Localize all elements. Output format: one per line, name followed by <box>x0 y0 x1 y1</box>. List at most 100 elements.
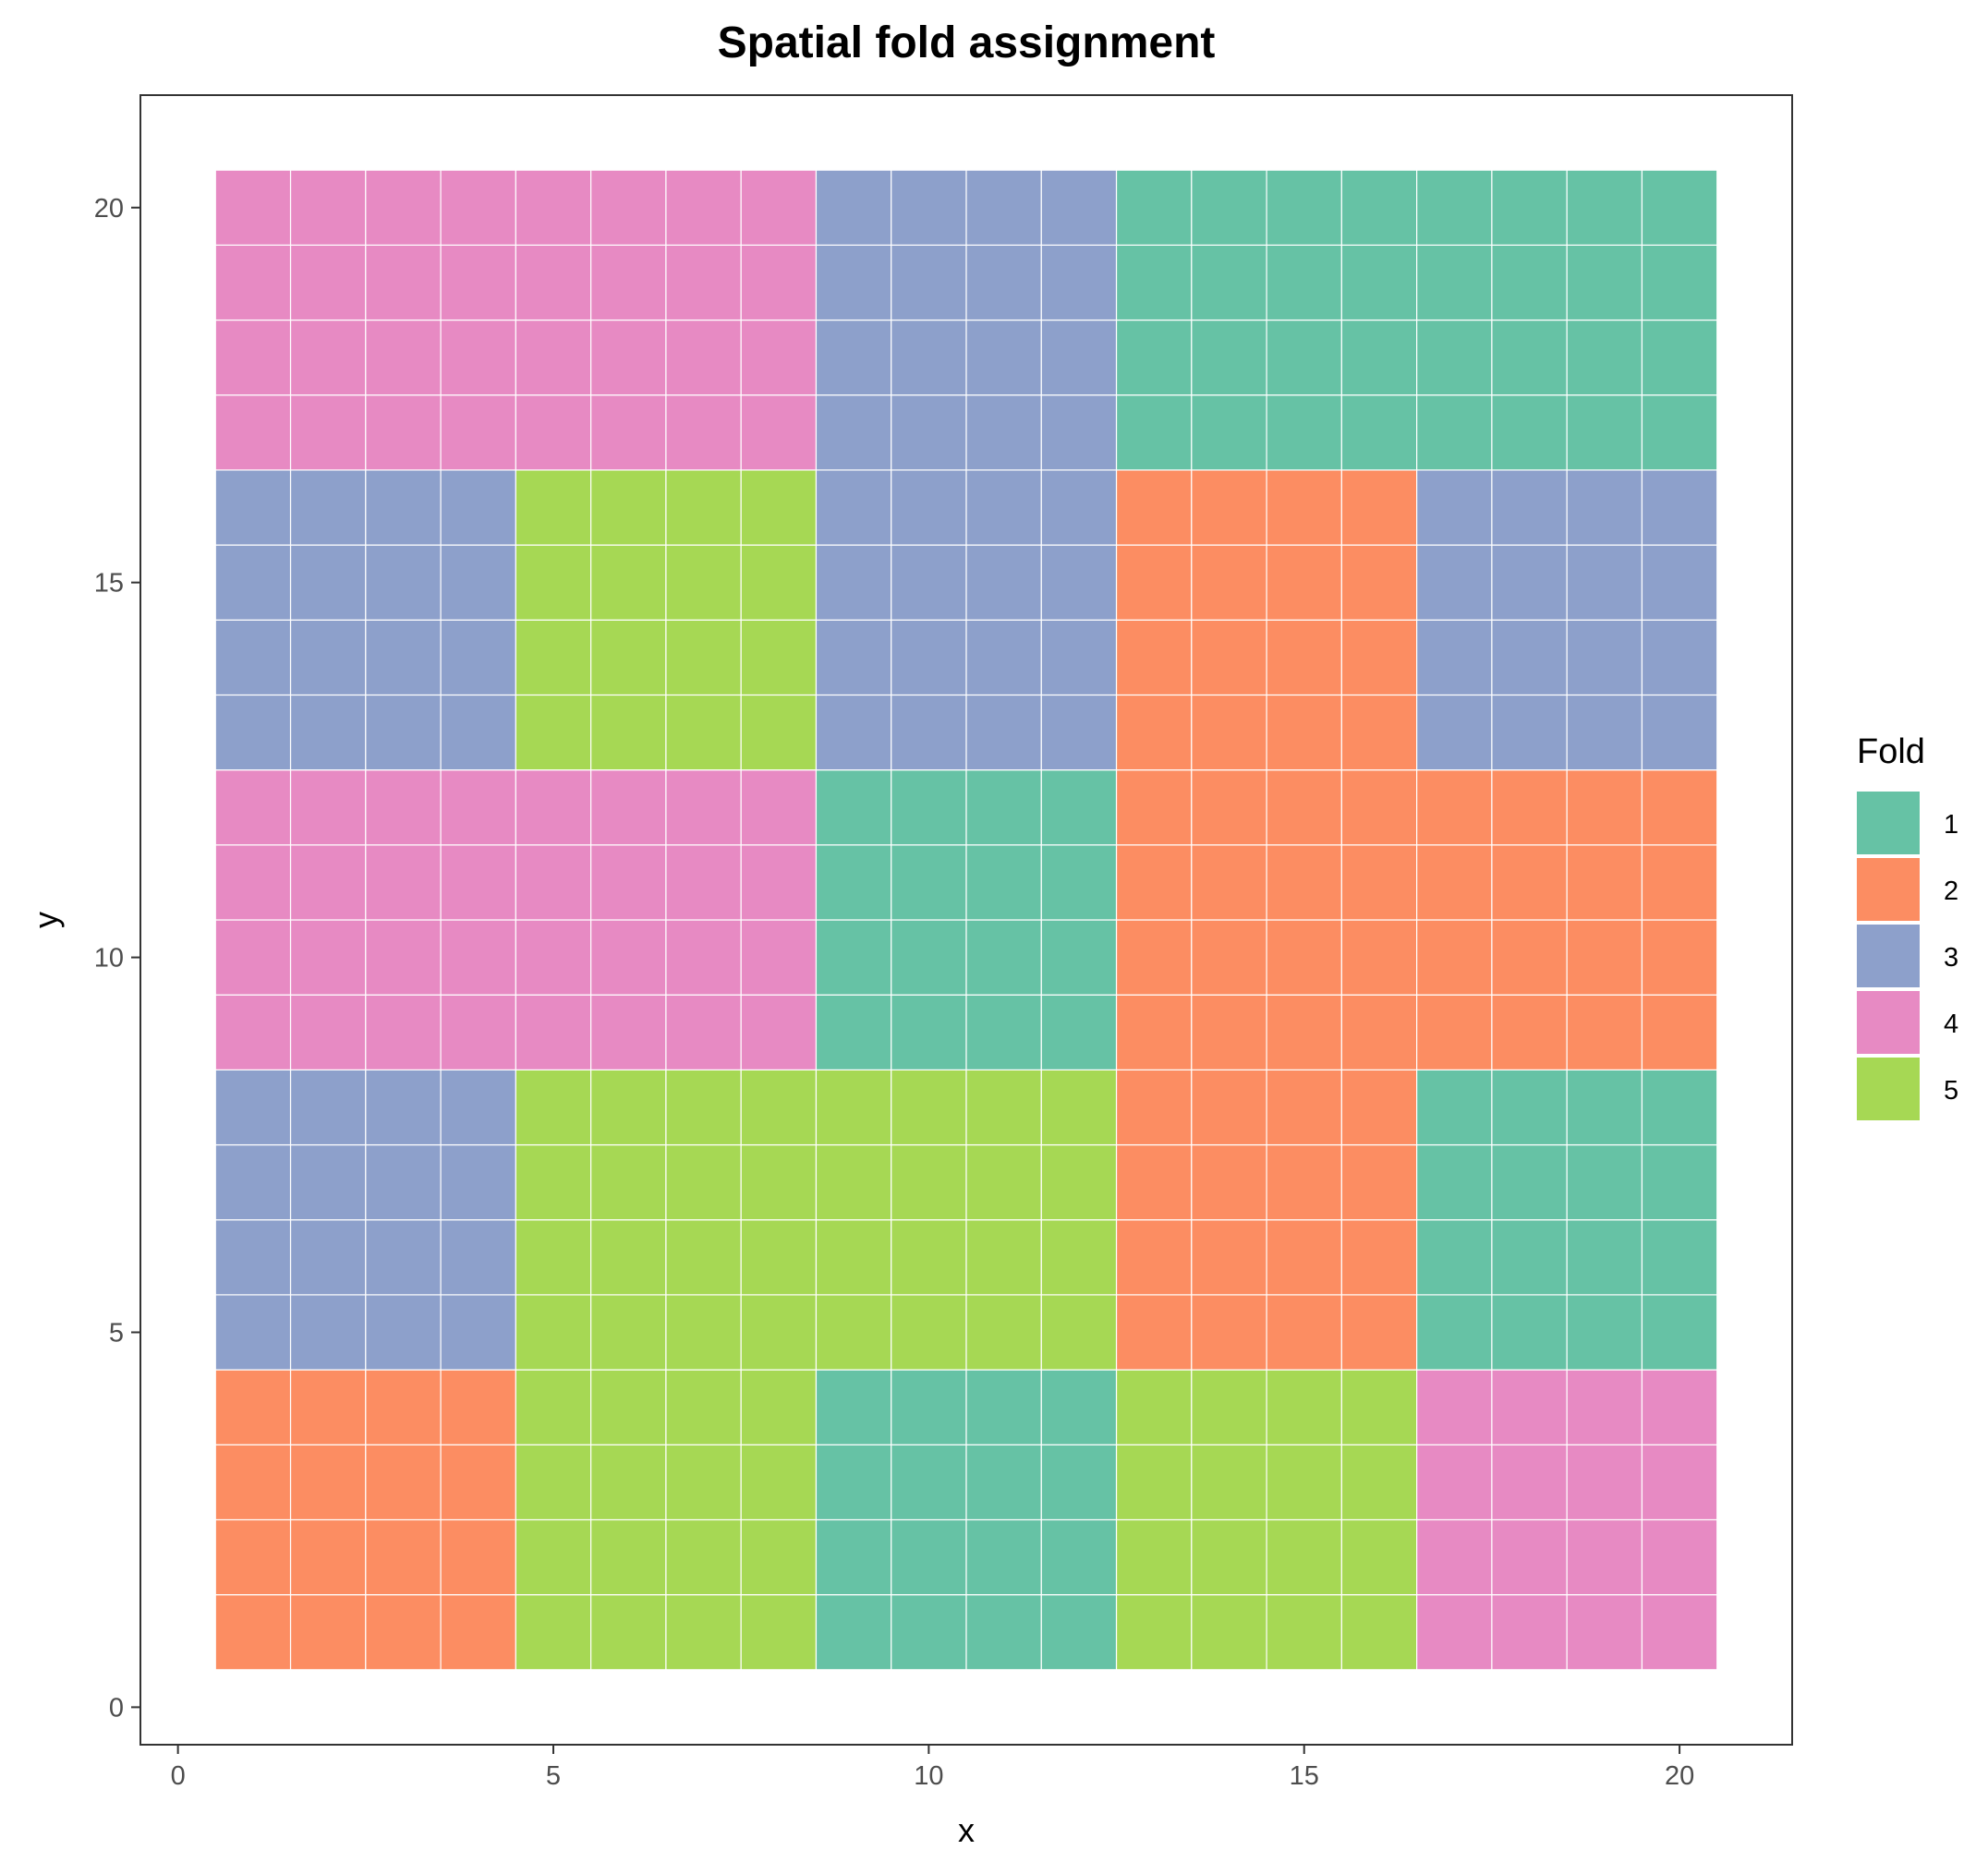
heatmap-cell <box>1340 319 1418 396</box>
heatmap-cell <box>815 1069 892 1146</box>
heatmap-cell <box>590 244 667 321</box>
heatmap-cell <box>665 994 742 1070</box>
heatmap-cell <box>440 844 516 921</box>
heatmap-cell <box>1641 694 1718 771</box>
heatmap-cell <box>515 1143 592 1221</box>
heatmap-cell <box>1416 1444 1493 1521</box>
heatmap-cell <box>1266 769 1342 846</box>
heatmap-cell <box>515 319 592 396</box>
heatmap-cell <box>1566 319 1643 396</box>
heatmap-cell <box>289 844 367 921</box>
heatmap-cell <box>590 694 667 771</box>
heatmap-cell <box>365 244 442 321</box>
heatmap-cell <box>1491 619 1568 696</box>
heatmap-cell <box>1566 544 1643 621</box>
heatmap-cell <box>891 544 967 621</box>
legend-swatch-2 <box>1857 858 1920 921</box>
heatmap-cell <box>1416 1369 1493 1445</box>
heatmap-cell <box>1340 169 1418 246</box>
legend-title: Fold <box>1857 732 1925 771</box>
x-tick-label: 20 <box>1665 1761 1694 1791</box>
heatmap-cell <box>1115 1444 1193 1521</box>
heatmap-cell <box>1566 1219 1643 1296</box>
legend-swatch-1 <box>1857 792 1920 854</box>
legend-swatch-5 <box>1857 1058 1920 1120</box>
heatmap-cell <box>740 994 818 1070</box>
heatmap-cell <box>1416 694 1493 771</box>
heatmap-cell <box>1115 544 1193 621</box>
heatmap-cell <box>1491 1369 1568 1445</box>
heatmap-cell <box>815 1143 892 1221</box>
heatmap-cell <box>1040 319 1118 396</box>
heatmap-cell <box>1340 394 1418 471</box>
heatmap-cell <box>289 994 367 1070</box>
heatmap-cell <box>440 1594 516 1671</box>
heatmap-cell <box>365 1143 442 1221</box>
heatmap-cell <box>515 244 592 321</box>
legend: Fold 1 2 3 4 5 <box>1857 732 1958 1120</box>
heatmap-cell <box>891 1069 967 1146</box>
heatmap-cell <box>1416 619 1493 696</box>
heatmap-cell <box>1115 319 1193 396</box>
heatmap-cell <box>1040 919 1118 996</box>
heatmap-cell <box>891 394 967 471</box>
heatmap-cell <box>815 919 892 996</box>
heatmap-cell <box>965 1369 1042 1445</box>
y-tick-label: 15 <box>94 569 124 598</box>
heatmap-cell <box>590 1069 667 1146</box>
heatmap-cell <box>1040 1444 1118 1521</box>
heatmap-cell <box>740 1594 818 1671</box>
heatmap-cell <box>440 1294 516 1371</box>
heatmap-cell <box>740 544 818 621</box>
heatmap-cell <box>214 319 292 396</box>
heatmap-cell <box>1491 694 1568 771</box>
heatmap-cell <box>1566 1143 1643 1221</box>
heatmap-cell <box>289 1294 367 1371</box>
heatmap-cell <box>891 994 967 1070</box>
heatmap-cell <box>1191 1594 1267 1671</box>
heatmap-cell <box>965 619 1042 696</box>
heatmap-cell <box>440 919 516 996</box>
heatmap-cell <box>665 1369 742 1445</box>
heatmap-cell <box>1266 1518 1342 1596</box>
heatmap-cell <box>289 1143 367 1221</box>
heatmap-cell <box>1491 1143 1568 1221</box>
heatmap-cell <box>1191 1069 1267 1146</box>
heatmap-cell <box>1491 319 1568 396</box>
heatmap-cell <box>214 1294 292 1371</box>
heatmap-cell <box>1266 1069 1342 1146</box>
heatmap-cell <box>1566 1518 1643 1596</box>
heatmap-cell <box>1416 1294 1493 1371</box>
heatmap-cell <box>665 1294 742 1371</box>
heatmap-cell <box>1491 244 1568 321</box>
heatmap-cell <box>1491 1518 1568 1596</box>
heatmap-cell <box>214 919 292 996</box>
y-tick-label: 5 <box>109 1319 124 1348</box>
heatmap-cell <box>1191 244 1267 321</box>
heatmap-cell <box>1115 1369 1193 1445</box>
heatmap-cell <box>1641 169 1718 246</box>
heatmap-cell <box>365 1069 442 1146</box>
heatmap-cell <box>440 169 516 246</box>
heatmap-cell <box>289 1219 367 1296</box>
heatmap-cell <box>214 169 292 246</box>
heatmap-cell <box>740 919 818 996</box>
heatmap-cell <box>1340 1594 1418 1671</box>
heatmap-cell <box>440 1069 516 1146</box>
heatmap-cell <box>740 1294 818 1371</box>
heatmap-cell <box>665 1069 742 1146</box>
heatmap-cell <box>1340 1143 1418 1221</box>
heatmap-cell <box>1191 844 1267 921</box>
heatmap-cell <box>590 1219 667 1296</box>
heatmap-cell <box>1641 469 1718 546</box>
heatmap-cell <box>289 469 367 546</box>
heatmap-cell <box>1641 244 1718 321</box>
heatmap-cell <box>1491 1069 1568 1146</box>
heatmap-cell <box>891 844 967 921</box>
heatmap-cell <box>214 1069 292 1146</box>
heatmap-cell <box>891 619 967 696</box>
heatmap-cell <box>1266 844 1342 921</box>
heatmap-cell <box>1040 694 1118 771</box>
heatmap-cell <box>665 244 742 321</box>
